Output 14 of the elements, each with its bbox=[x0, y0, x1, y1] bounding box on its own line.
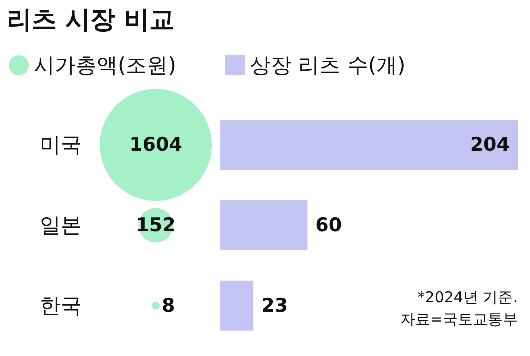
legend-label: 시가총액(조원) bbox=[34, 54, 176, 78]
data-label: 60 bbox=[316, 214, 342, 236]
legend-label: 상장 리츠 수(개) bbox=[250, 54, 406, 78]
category-label: 미국 bbox=[40, 133, 82, 158]
text: 리츠 시장 비교 bbox=[7, 5, 174, 34]
category-label: 한국 bbox=[40, 294, 82, 318]
category-label: 일본 bbox=[40, 214, 82, 238]
data-label: 23 bbox=[262, 294, 288, 317]
data-label: 1604 bbox=[130, 134, 182, 156]
data-label: 204 bbox=[470, 134, 510, 156]
data-label: 152 bbox=[136, 214, 176, 236]
annotation: *2024년 기준. bbox=[418, 288, 518, 306]
annotation: 자료=국토교통부 bbox=[400, 310, 518, 328]
data-label: 8 bbox=[162, 294, 176, 317]
